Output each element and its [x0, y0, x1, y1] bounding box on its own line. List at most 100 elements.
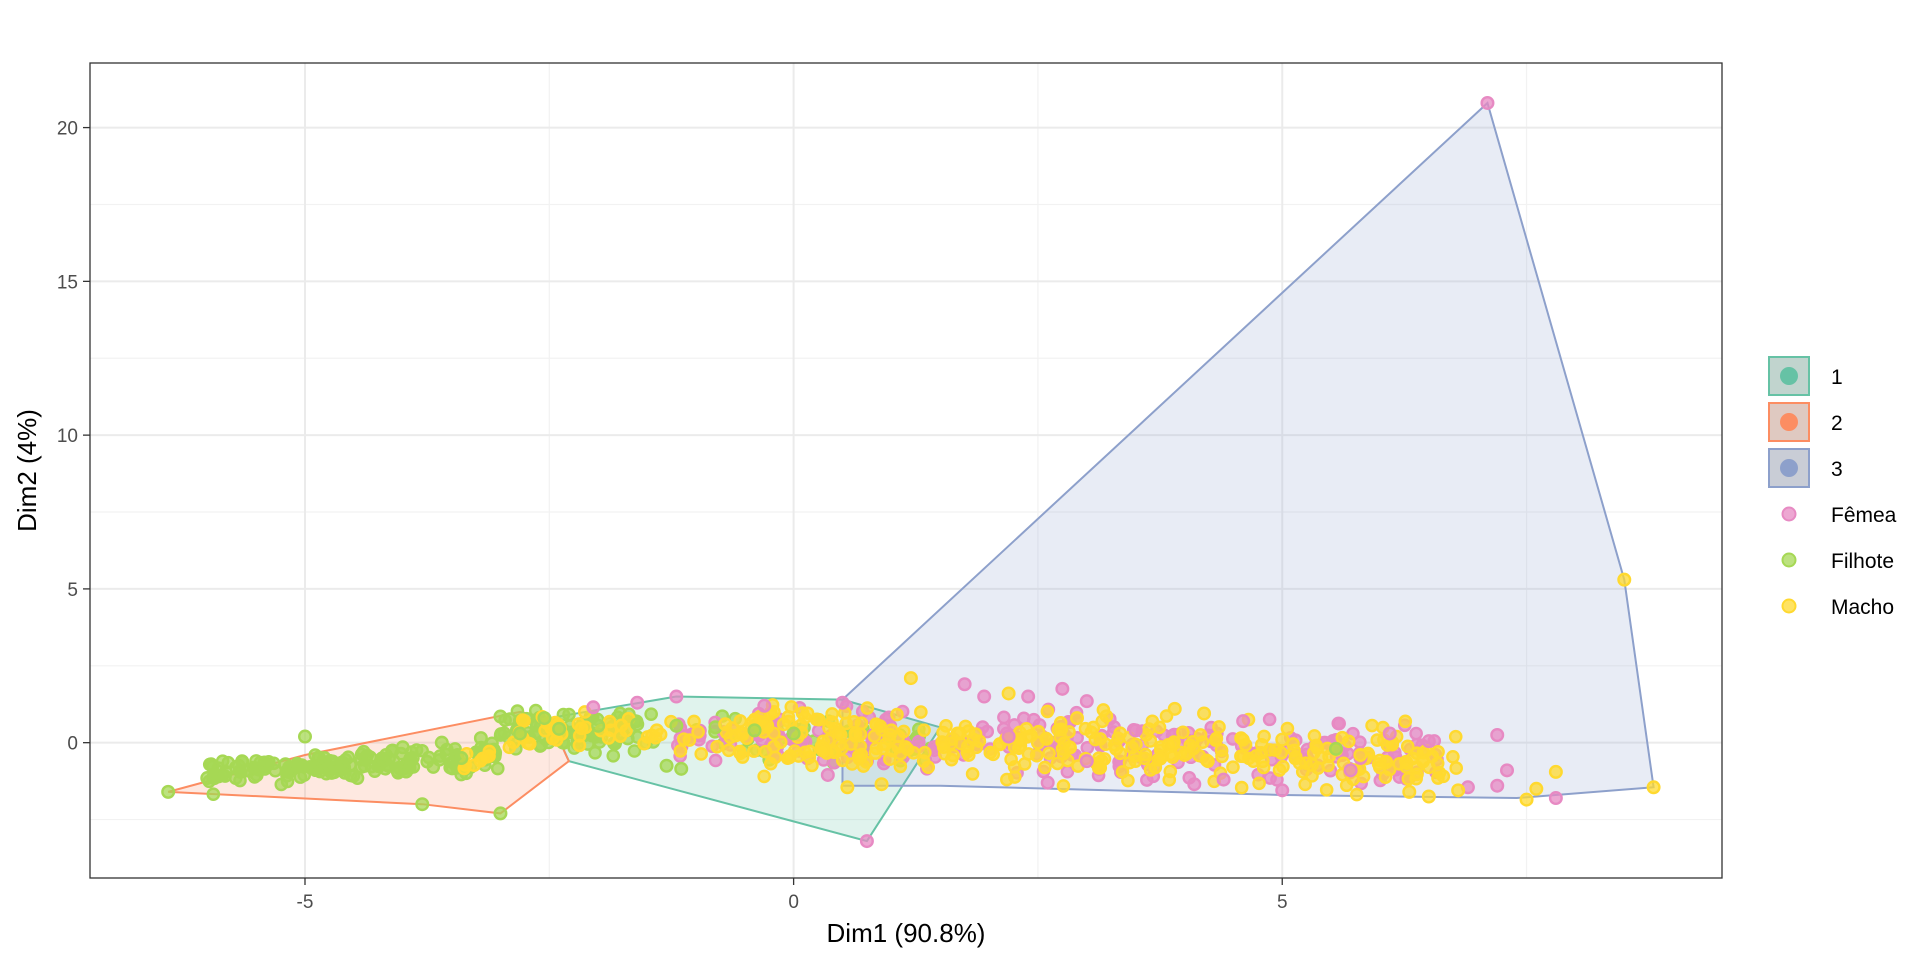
- data-point: [649, 723, 664, 738]
- data-point: [721, 743, 736, 758]
- legend-label: 3: [1831, 458, 1843, 481]
- data-point: [1153, 751, 1168, 766]
- x-tick-label: 5: [1277, 892, 1288, 913]
- data-point: [556, 707, 571, 722]
- data-point: [784, 700, 799, 714]
- data-point: [997, 710, 1011, 725]
- data-point: [1425, 749, 1440, 764]
- data-point: [445, 761, 460, 776]
- data-point: [754, 715, 769, 729]
- data-point: [506, 735, 521, 750]
- data-point: [454, 751, 469, 766]
- data-point: [1275, 732, 1290, 747]
- data-point: [853, 751, 868, 765]
- data-point: [1401, 772, 1416, 786]
- data-point: [215, 754, 230, 768]
- data-point: [161, 784, 176, 799]
- legend-item-group: Filhote: [1781, 550, 1894, 573]
- data-point: [1021, 689, 1036, 704]
- data-point: [1001, 686, 1016, 701]
- data-point: [1070, 711, 1085, 726]
- y-tick-label: 0: [67, 734, 78, 755]
- data-point: [1008, 770, 1022, 784]
- data-point: [395, 740, 410, 755]
- legend-label: 1: [1831, 366, 1843, 389]
- data-point: [747, 744, 761, 758]
- data-point: [1176, 725, 1190, 740]
- data-point: [893, 759, 908, 774]
- data-point: [1209, 731, 1224, 746]
- legend-key-point: [1781, 552, 1797, 568]
- data-point: [780, 751, 795, 766]
- data-point: [1212, 720, 1226, 734]
- data-point: [233, 773, 247, 788]
- data-point: [1143, 763, 1158, 777]
- data-point: [537, 711, 552, 726]
- data-point: [673, 744, 688, 758]
- data-point: [1382, 726, 1397, 741]
- data-point: [602, 714, 617, 729]
- data-point: [718, 717, 733, 732]
- data-point: [848, 726, 863, 741]
- data-point: [1021, 747, 1036, 761]
- data-point: [521, 736, 535, 750]
- data-point: [921, 760, 936, 775]
- data-point: [1319, 783, 1334, 797]
- data-point: [218, 769, 232, 783]
- data-point: [380, 758, 395, 773]
- data-point: [291, 758, 305, 773]
- data-point: [297, 729, 312, 744]
- data-point: [1500, 763, 1515, 778]
- data-point: [1042, 746, 1056, 761]
- data-point: [794, 718, 808, 732]
- data-point: [1446, 750, 1460, 764]
- data-point: [1079, 694, 1094, 709]
- data-point: [757, 769, 771, 784]
- data-point: [839, 716, 853, 731]
- data-point: [767, 739, 781, 754]
- data-point: [710, 739, 724, 754]
- data-point: [1053, 716, 1068, 730]
- data-point: [1226, 760, 1240, 774]
- data-point: [815, 743, 830, 758]
- data-point: [490, 761, 505, 776]
- plot-panel-border: [89, 62, 1723, 879]
- y-axis: 0 5 10 15 20: [57, 119, 90, 755]
- data-point: [493, 709, 508, 724]
- data-point: [874, 777, 889, 792]
- data-point: [317, 751, 332, 766]
- data-point: [803, 744, 817, 759]
- data-point: [1275, 783, 1290, 798]
- data-point: [1145, 714, 1160, 729]
- data-point: [448, 742, 462, 756]
- data-point: [1409, 726, 1423, 741]
- data-point: [1079, 754, 1094, 769]
- data-point: [1548, 791, 1563, 806]
- data-point: [669, 718, 684, 733]
- legend: 1 2 3 Fêmea Filhote Macho: [1768, 356, 1897, 619]
- data-point: [983, 745, 998, 760]
- data-point: [1480, 95, 1495, 110]
- data-point: [1398, 714, 1413, 729]
- data-point: [200, 771, 215, 786]
- data-point: [1436, 769, 1451, 784]
- axes: -5 0 5 0 5 10 15 20 Dim1 (90.8%) Dim2 (4%): [12, 119, 1288, 948]
- data-point: [571, 717, 586, 732]
- data-point: [1646, 780, 1661, 795]
- data-point: [278, 757, 293, 772]
- legend-item-group: Fêmea: [1781, 504, 1897, 527]
- data-point: [833, 728, 848, 742]
- data-point: [733, 744, 747, 759]
- data-point: [1314, 751, 1329, 766]
- data-point: [890, 707, 904, 722]
- data-point: [591, 718, 606, 733]
- data-point: [1353, 747, 1368, 762]
- data-point: [1050, 756, 1065, 771]
- data-point: [1298, 777, 1312, 792]
- x-axis-title: Dim1 (90.8%): [827, 918, 986, 948]
- data-point: [206, 787, 221, 802]
- data-point: [1236, 733, 1250, 747]
- data-point: [627, 744, 642, 758]
- data-point: [733, 714, 748, 728]
- legend-key-point: [1781, 506, 1797, 522]
